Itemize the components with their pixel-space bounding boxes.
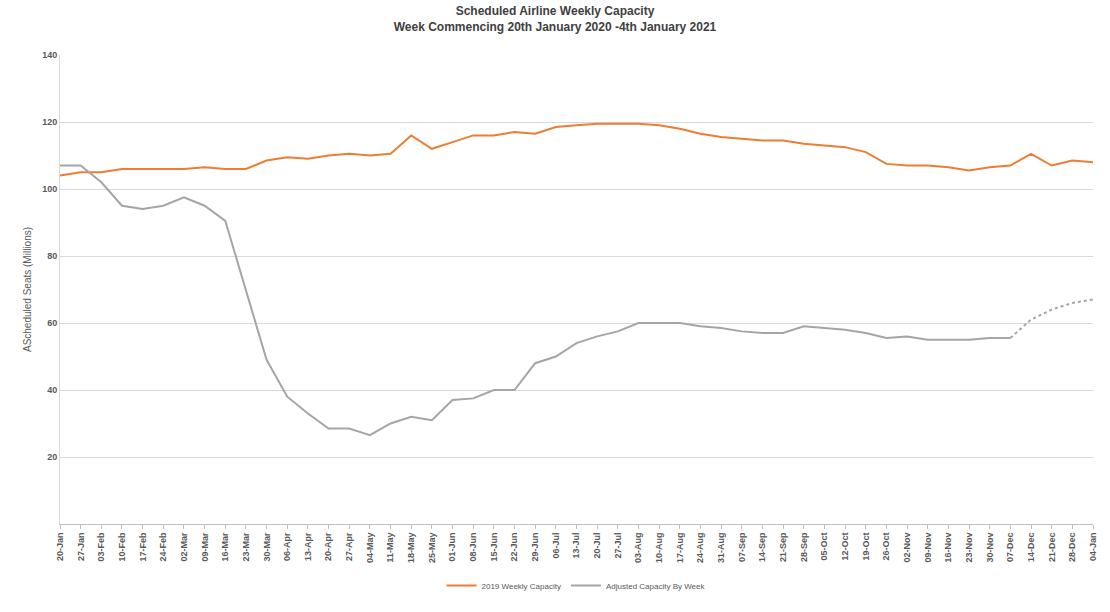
svg-text:60: 60 — [47, 318, 57, 328]
svg-text:120: 120 — [42, 117, 57, 127]
svg-text:04-May: 04-May — [365, 533, 375, 564]
svg-text:20-Jul: 20-Jul — [592, 533, 602, 559]
svg-text:07-Dec: 07-Dec — [1005, 533, 1015, 563]
svg-text:23-Mar: 23-Mar — [241, 532, 251, 562]
svg-text:23-Nov: 23-Nov — [964, 533, 974, 563]
svg-text:09-Nov: 09-Nov — [923, 533, 933, 563]
svg-text:20-Apr: 20-Apr — [324, 532, 334, 561]
svg-text:30-Nov: 30-Nov — [985, 533, 995, 563]
svg-text:14-Sep: 14-Sep — [757, 532, 767, 562]
svg-text:05-Oct: 05-Oct — [819, 533, 829, 561]
svg-text:30-Mar: 30-Mar — [262, 532, 272, 562]
svg-text:17-Aug: 17-Aug — [675, 533, 685, 564]
svg-text:01-Jun: 01-Jun — [447, 533, 457, 562]
svg-text:21-Sep: 21-Sep — [778, 532, 788, 562]
svg-text:26-Oct: 26-Oct — [881, 533, 891, 561]
svg-text:16-Mar: 16-Mar — [220, 532, 230, 562]
svg-text:20: 20 — [47, 452, 57, 462]
svg-text:AScheduled Seats (Millions): AScheduled Seats (Millions) — [22, 227, 33, 352]
svg-text:24-Feb: 24-Feb — [158, 532, 168, 562]
svg-text:06-Jul: 06-Jul — [551, 533, 561, 559]
svg-text:07-Sep: 07-Sep — [737, 532, 747, 562]
svg-text:27-Jan: 27-Jan — [76, 533, 86, 562]
svg-text:09-Mar: 09-Mar — [200, 532, 210, 562]
svg-text:03-Feb: 03-Feb — [96, 532, 106, 562]
svg-text:11-May: 11-May — [385, 533, 395, 563]
svg-text:29-Jun: 29-Jun — [530, 533, 540, 562]
svg-text:18-May: 18-May — [406, 533, 416, 564]
svg-text:80: 80 — [47, 251, 57, 261]
svg-text:Scheduled Airline Weekly Capac: Scheduled Airline Weekly CapacityWeek Co… — [394, 4, 717, 34]
svg-text:28-Dec: 28-Dec — [1067, 533, 1077, 563]
svg-text:06-Apr: 06-Apr — [282, 532, 292, 561]
svg-text:140: 140 — [42, 50, 57, 60]
svg-text:21-Dec: 21-Dec — [1047, 533, 1057, 563]
svg-text:03-Aug: 03-Aug — [633, 533, 643, 564]
svg-text:02-Mar: 02-Mar — [179, 532, 189, 562]
svg-text:22-Jun: 22-Jun — [509, 533, 519, 562]
svg-text:40: 40 — [47, 385, 57, 395]
svg-text:12-Oct: 12-Oct — [840, 533, 850, 561]
svg-text:100: 100 — [42, 184, 57, 194]
svg-text:24-Aug: 24-Aug — [695, 533, 705, 564]
svg-text:Adjusted Capacity By Week: Adjusted Capacity By Week — [606, 582, 706, 591]
svg-text:25-May: 25-May — [427, 533, 437, 564]
svg-text:08-Jun: 08-Jun — [468, 533, 478, 562]
svg-text:28-Sep: 28-Sep — [799, 532, 809, 562]
svg-text:13-Jul: 13-Jul — [571, 533, 581, 559]
svg-text:16-Nov: 16-Nov — [943, 533, 953, 563]
svg-text:02-Nov: 02-Nov — [902, 533, 912, 563]
svg-text:14-Dec: 14-Dec — [1026, 533, 1036, 563]
svg-text:27-Jul: 27-Jul — [613, 533, 623, 559]
svg-text:2019 Weekly Capacity: 2019 Weekly Capacity — [482, 582, 561, 591]
svg-text:20-Jan: 20-Jan — [55, 533, 65, 562]
svg-text:10-Feb: 10-Feb — [117, 532, 127, 562]
svg-text:04-Jan: 04-Jan — [1088, 533, 1098, 562]
svg-text:13-Apr: 13-Apr — [303, 532, 313, 561]
svg-text:10-Aug: 10-Aug — [654, 533, 664, 564]
svg-text:15-Jun: 15-Jun — [489, 533, 499, 562]
svg-text:31-Aug: 31-Aug — [716, 533, 726, 564]
svg-text:19-Oct: 19-Oct — [861, 533, 871, 561]
svg-text:17-Feb: 17-Feb — [138, 532, 148, 562]
svg-text:27-Apr: 27-Apr — [344, 532, 354, 561]
